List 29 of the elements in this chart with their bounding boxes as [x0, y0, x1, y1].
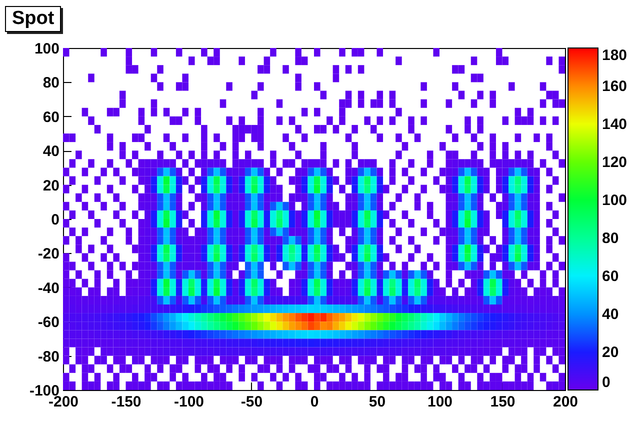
y-tick-label: -60: [38, 314, 60, 332]
y-tick-label: 100: [34, 40, 60, 58]
x-tick-label: 150: [490, 394, 516, 410]
color-bar-label: 100: [602, 192, 628, 209]
y-tick-label: 20: [42, 177, 60, 194]
y-tick-label: 80: [42, 74, 60, 92]
color-bar-label: 20: [602, 344, 619, 361]
x-tick-label: -50: [240, 394, 263, 410]
x-tick-label: 100: [427, 394, 453, 410]
x-tick-label: 200: [552, 394, 578, 410]
y-tick-label: -40: [38, 280, 60, 297]
color-bar-label: 120: [602, 154, 628, 171]
x-tick-label: 50: [368, 394, 386, 410]
x-tick-label: -150: [111, 394, 142, 410]
color-bar-label: 80: [602, 230, 619, 247]
color-bar-label: 160: [602, 78, 628, 95]
y-tick-label: 40: [42, 143, 60, 160]
x-tick-label: -100: [174, 394, 204, 410]
color-bar-label: 60: [602, 268, 619, 285]
y-tick-label: 60: [42, 108, 60, 126]
x-tick-label: 0: [310, 394, 319, 410]
y-tick-label: -80: [38, 348, 60, 366]
chart-title: Spot: [5, 6, 62, 32]
y-tick-label: 0: [51, 212, 60, 228]
color-bar-label: 140: [602, 116, 628, 133]
color-bar-label: 0: [602, 374, 610, 391]
y-tick-label: -20: [38, 246, 60, 263]
color-bar-label: 40: [602, 306, 619, 323]
color-bar-label: 180: [602, 47, 628, 64]
